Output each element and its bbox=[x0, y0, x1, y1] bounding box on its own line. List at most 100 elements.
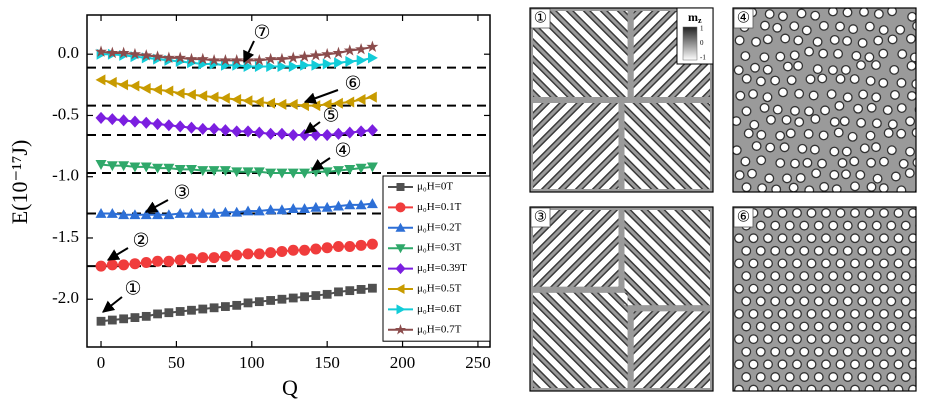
data-point bbox=[310, 243, 322, 255]
stripe-block bbox=[533, 103, 619, 189]
data-point bbox=[287, 203, 299, 213]
data-point bbox=[344, 126, 356, 139]
skyrmion bbox=[828, 220, 839, 231]
skyrmion bbox=[896, 77, 907, 88]
data-point bbox=[152, 209, 164, 220]
data-point bbox=[253, 54, 266, 66]
data-point bbox=[242, 95, 253, 107]
data-point bbox=[208, 122, 220, 135]
data-point bbox=[219, 250, 231, 262]
skyrmion bbox=[842, 245, 853, 256]
panel-label-box bbox=[530, 8, 551, 29]
data-point bbox=[163, 163, 175, 174]
skyrmion bbox=[897, 49, 908, 60]
skyrmion bbox=[817, 158, 827, 169]
data-point bbox=[310, 129, 322, 142]
skyrmion bbox=[813, 220, 824, 231]
data-point bbox=[276, 204, 288, 215]
skyrmion bbox=[819, 181, 830, 192]
stripe-domain bbox=[547, 292, 628, 373]
stripe-domain bbox=[624, 245, 685, 306]
skyrmion bbox=[896, 185, 907, 192]
skyrmion bbox=[912, 21, 916, 31]
skyrmion bbox=[777, 384, 788, 391]
skyrmion bbox=[741, 106, 752, 117]
data-point bbox=[208, 252, 220, 264]
skyrmion bbox=[841, 169, 851, 180]
skyrmion bbox=[859, 8, 869, 17]
skyrmion bbox=[733, 116, 742, 127]
skyrmion bbox=[748, 283, 759, 294]
data-point bbox=[265, 168, 277, 179]
data-point bbox=[332, 241, 344, 253]
skyrmion bbox=[842, 8, 853, 18]
panel-pattern bbox=[734, 208, 916, 391]
stripe-domain bbox=[633, 311, 652, 330]
skyrmion bbox=[748, 89, 759, 100]
skyrmion bbox=[777, 334, 788, 345]
skyrmion bbox=[762, 34, 773, 45]
colorbar-title-sub: z bbox=[698, 16, 702, 25]
data-point bbox=[266, 60, 277, 72]
skyrmion bbox=[850, 233, 860, 244]
skyrmion bbox=[755, 372, 766, 382]
skyrmion bbox=[879, 384, 889, 391]
data-point bbox=[163, 255, 175, 267]
skyrmion bbox=[748, 308, 759, 319]
stripe-domain bbox=[405, 8, 497, 100]
skyrmion bbox=[893, 334, 904, 345]
data-point bbox=[152, 84, 162, 96]
data-point bbox=[163, 119, 175, 132]
panel-frame bbox=[529, 7, 714, 193]
stripe-domain bbox=[533, 103, 593, 163]
skyrmion bbox=[904, 168, 915, 179]
data-point bbox=[231, 167, 243, 178]
skyrmion bbox=[828, 296, 839, 307]
skyrmion bbox=[889, 64, 900, 75]
data-point bbox=[219, 92, 230, 104]
skyrmion bbox=[772, 22, 783, 33]
skyrmion bbox=[821, 258, 831, 269]
skyrmion bbox=[893, 308, 904, 319]
data-point bbox=[366, 198, 378, 209]
data-point bbox=[196, 52, 209, 65]
skyrmion bbox=[858, 89, 869, 100]
stripe-domain bbox=[533, 210, 593, 270]
data-point bbox=[355, 163, 367, 174]
stripe-domain bbox=[624, 262, 668, 306]
annotation-arrow bbox=[144, 199, 169, 213]
stripe-block bbox=[533, 292, 628, 388]
skyrmion bbox=[813, 271, 824, 282]
skyrmion bbox=[915, 349, 916, 355]
data-point bbox=[345, 56, 356, 68]
skyrmion bbox=[847, 131, 858, 142]
stripe-domain bbox=[581, 292, 628, 339]
data-point bbox=[140, 83, 151, 95]
skyrmion bbox=[850, 308, 860, 319]
annotation-label: ③ bbox=[173, 182, 190, 203]
skyrmion bbox=[741, 73, 752, 84]
skyrmion bbox=[879, 334, 889, 345]
skyrmion bbox=[734, 233, 744, 244]
data-point bbox=[208, 166, 220, 177]
data-point bbox=[345, 286, 355, 296]
skyrmion bbox=[755, 321, 766, 332]
data-point bbox=[174, 207, 186, 218]
stripe-domain bbox=[693, 80, 711, 97]
stripe-domain bbox=[533, 292, 628, 388]
legend-marker bbox=[396, 304, 406, 315]
skyrmion bbox=[802, 157, 813, 168]
annotation-arrow bbox=[102, 296, 123, 313]
data-point bbox=[219, 124, 231, 137]
skyrmion bbox=[763, 233, 773, 244]
skyrmion bbox=[748, 384, 759, 391]
skyrmion bbox=[828, 245, 839, 256]
data-point bbox=[140, 162, 152, 173]
skyrmion bbox=[864, 233, 875, 244]
skyrmion bbox=[813, 346, 824, 357]
data-point bbox=[277, 294, 287, 304]
annotation-arrow bbox=[311, 157, 331, 171]
skyrmion bbox=[778, 87, 788, 98]
legend-marker bbox=[395, 202, 406, 213]
data-point bbox=[230, 54, 243, 66]
